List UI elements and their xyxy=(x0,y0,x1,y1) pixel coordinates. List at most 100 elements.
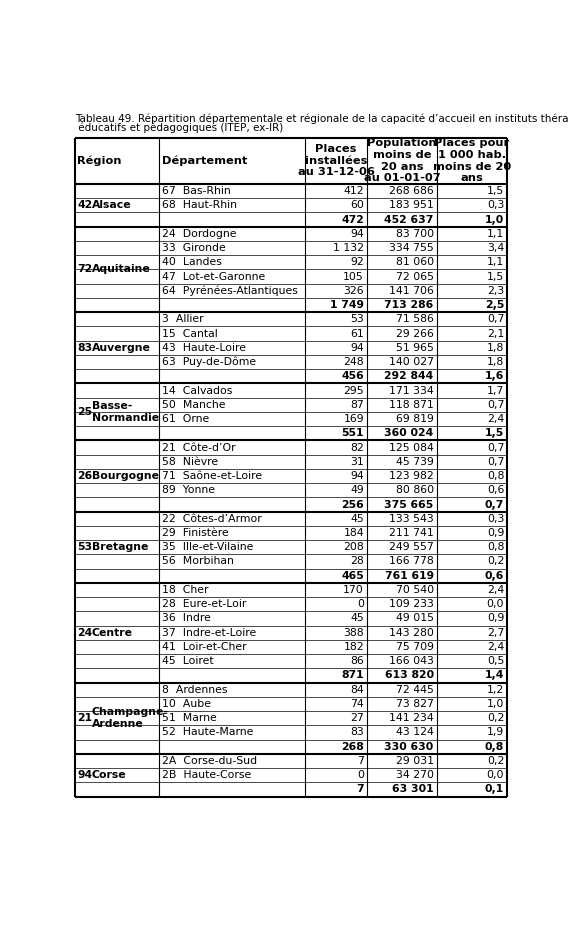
Text: 68  Haut-Rhin: 68 Haut-Rhin xyxy=(162,200,237,210)
Text: 1 749: 1 749 xyxy=(330,300,364,310)
Text: 0,5: 0,5 xyxy=(487,656,504,666)
Text: 268: 268 xyxy=(341,742,364,752)
Text: 18  Cher: 18 Cher xyxy=(162,585,209,595)
Text: 29 266: 29 266 xyxy=(396,328,434,339)
Text: 94: 94 xyxy=(350,343,364,353)
Text: 249 557: 249 557 xyxy=(389,542,434,553)
Text: 51  Marne: 51 Marne xyxy=(162,713,217,723)
Text: 45: 45 xyxy=(350,514,364,523)
Text: 208: 208 xyxy=(343,542,364,553)
Text: 0,0: 0,0 xyxy=(487,770,504,780)
Text: 64  Pyrénées-Atlantiques: 64 Pyrénées-Atlantiques xyxy=(162,286,298,296)
Text: 43  Haute-Loire: 43 Haute-Loire xyxy=(162,343,247,353)
Text: 125 084: 125 084 xyxy=(389,442,434,453)
Text: 1,6: 1,6 xyxy=(485,372,504,381)
Text: 75 709: 75 709 xyxy=(396,642,434,652)
Text: 2,1: 2,1 xyxy=(487,328,504,339)
Text: 292 844: 292 844 xyxy=(385,372,434,381)
Text: 26: 26 xyxy=(77,471,93,481)
Text: 70 540: 70 540 xyxy=(395,585,434,595)
Text: Population
moins de
20 ans
au 01-01-07: Population moins de 20 ans au 01-01-07 xyxy=(364,139,440,183)
Text: 0,7: 0,7 xyxy=(487,456,504,467)
Text: 141 234: 141 234 xyxy=(389,713,434,723)
Text: 43 124: 43 124 xyxy=(396,727,434,737)
Text: Corse: Corse xyxy=(92,770,127,780)
Text: 45  Loiret: 45 Loiret xyxy=(162,656,214,666)
Text: 166 043: 166 043 xyxy=(389,656,434,666)
Text: 0,1: 0,1 xyxy=(485,785,504,794)
Text: 83 700: 83 700 xyxy=(395,229,434,239)
Text: 0: 0 xyxy=(357,770,364,780)
Text: 36  Indre: 36 Indre xyxy=(162,614,211,623)
Text: 0,3: 0,3 xyxy=(487,514,504,523)
Text: 412: 412 xyxy=(343,186,364,196)
Text: 1,8: 1,8 xyxy=(487,343,504,353)
Text: 63  Puy-de-Dôme: 63 Puy-de-Dôme xyxy=(162,356,257,368)
Text: Champagne-
Ardenne: Champagne- Ardenne xyxy=(92,707,169,729)
Text: 472: 472 xyxy=(341,215,364,224)
Text: 0,6: 0,6 xyxy=(487,486,504,495)
Text: 211 741: 211 741 xyxy=(389,528,434,538)
Text: 56  Morbihan: 56 Morbihan xyxy=(162,556,235,567)
Text: 22  Côtes-d’Armor: 22 Côtes-d’Armor xyxy=(162,514,262,523)
Text: 3  Allier: 3 Allier xyxy=(162,314,204,324)
Text: 58  Nièvre: 58 Nièvre xyxy=(162,456,219,467)
Text: 109 233: 109 233 xyxy=(389,599,434,609)
Text: Département: Département xyxy=(162,156,247,166)
Text: 29  Finistère: 29 Finistère xyxy=(162,528,229,538)
Text: 0,7: 0,7 xyxy=(487,314,504,324)
Text: 51 965: 51 965 xyxy=(396,343,434,353)
Text: 0,8: 0,8 xyxy=(487,471,504,481)
Text: 334 755: 334 755 xyxy=(389,243,434,253)
Text: 375 665: 375 665 xyxy=(385,500,434,509)
Text: 49: 49 xyxy=(350,486,364,495)
Text: 81 060: 81 060 xyxy=(395,257,434,268)
Text: 1 132: 1 132 xyxy=(333,243,364,253)
Text: 27: 27 xyxy=(350,713,364,723)
Text: 2,4: 2,4 xyxy=(487,642,504,652)
Text: 0,6: 0,6 xyxy=(485,571,504,581)
Text: 72: 72 xyxy=(77,264,93,274)
Text: 118 871: 118 871 xyxy=(389,400,434,410)
Text: 2,7: 2,7 xyxy=(487,628,504,637)
Text: 35  Ille-et-Vilaine: 35 Ille-et-Vilaine xyxy=(162,542,254,553)
Text: Tableau 49. Répartition départementale et régionale de la capacité d’accueil en : Tableau 49. Répartition départementale e… xyxy=(75,113,568,124)
Text: 184: 184 xyxy=(343,528,364,538)
Text: 8  Ardennes: 8 Ardennes xyxy=(162,685,228,695)
Text: 170: 170 xyxy=(343,585,364,595)
Text: 7: 7 xyxy=(356,785,364,794)
Text: 465: 465 xyxy=(341,571,364,581)
Text: 45: 45 xyxy=(350,614,364,623)
Text: 1,2: 1,2 xyxy=(487,685,504,695)
Text: 1,5: 1,5 xyxy=(487,186,504,196)
Text: 1,4: 1,4 xyxy=(485,670,504,681)
Text: 53: 53 xyxy=(350,314,364,324)
Text: 45 739: 45 739 xyxy=(396,456,434,467)
Text: 69 819: 69 819 xyxy=(396,414,434,424)
Text: 0,3: 0,3 xyxy=(487,200,504,210)
Text: Places pour
1 000 hab.
moins de 20
ans: Places pour 1 000 hab. moins de 20 ans xyxy=(433,139,511,183)
Text: Basse-
Normandie: Basse- Normandie xyxy=(92,401,159,422)
Text: 37  Indre-et-Loire: 37 Indre-et-Loire xyxy=(162,628,257,637)
Text: 83: 83 xyxy=(350,727,364,737)
Text: 0,7: 0,7 xyxy=(487,442,504,453)
Text: 14  Calvados: 14 Calvados xyxy=(162,386,233,395)
Text: 89  Yonne: 89 Yonne xyxy=(162,486,215,495)
Text: 1,1: 1,1 xyxy=(487,257,504,268)
Text: 74: 74 xyxy=(350,699,364,709)
Text: 0,7: 0,7 xyxy=(487,400,504,410)
Text: 166 778: 166 778 xyxy=(389,556,434,567)
Text: 0,8: 0,8 xyxy=(485,742,504,752)
Text: 72 065: 72 065 xyxy=(396,272,434,282)
Text: 87: 87 xyxy=(350,400,364,410)
Text: 94: 94 xyxy=(77,770,93,780)
Text: 183 951: 183 951 xyxy=(389,200,434,210)
Text: 0,9: 0,9 xyxy=(487,614,504,623)
Text: 360 024: 360 024 xyxy=(385,428,434,438)
Text: 7: 7 xyxy=(357,756,364,766)
Text: 2,4: 2,4 xyxy=(487,585,504,595)
Text: 25: 25 xyxy=(77,407,93,417)
Text: 67  Bas-Rhin: 67 Bas-Rhin xyxy=(162,186,231,196)
Text: 10  Aube: 10 Aube xyxy=(162,699,211,709)
Text: 1,8: 1,8 xyxy=(487,357,504,367)
